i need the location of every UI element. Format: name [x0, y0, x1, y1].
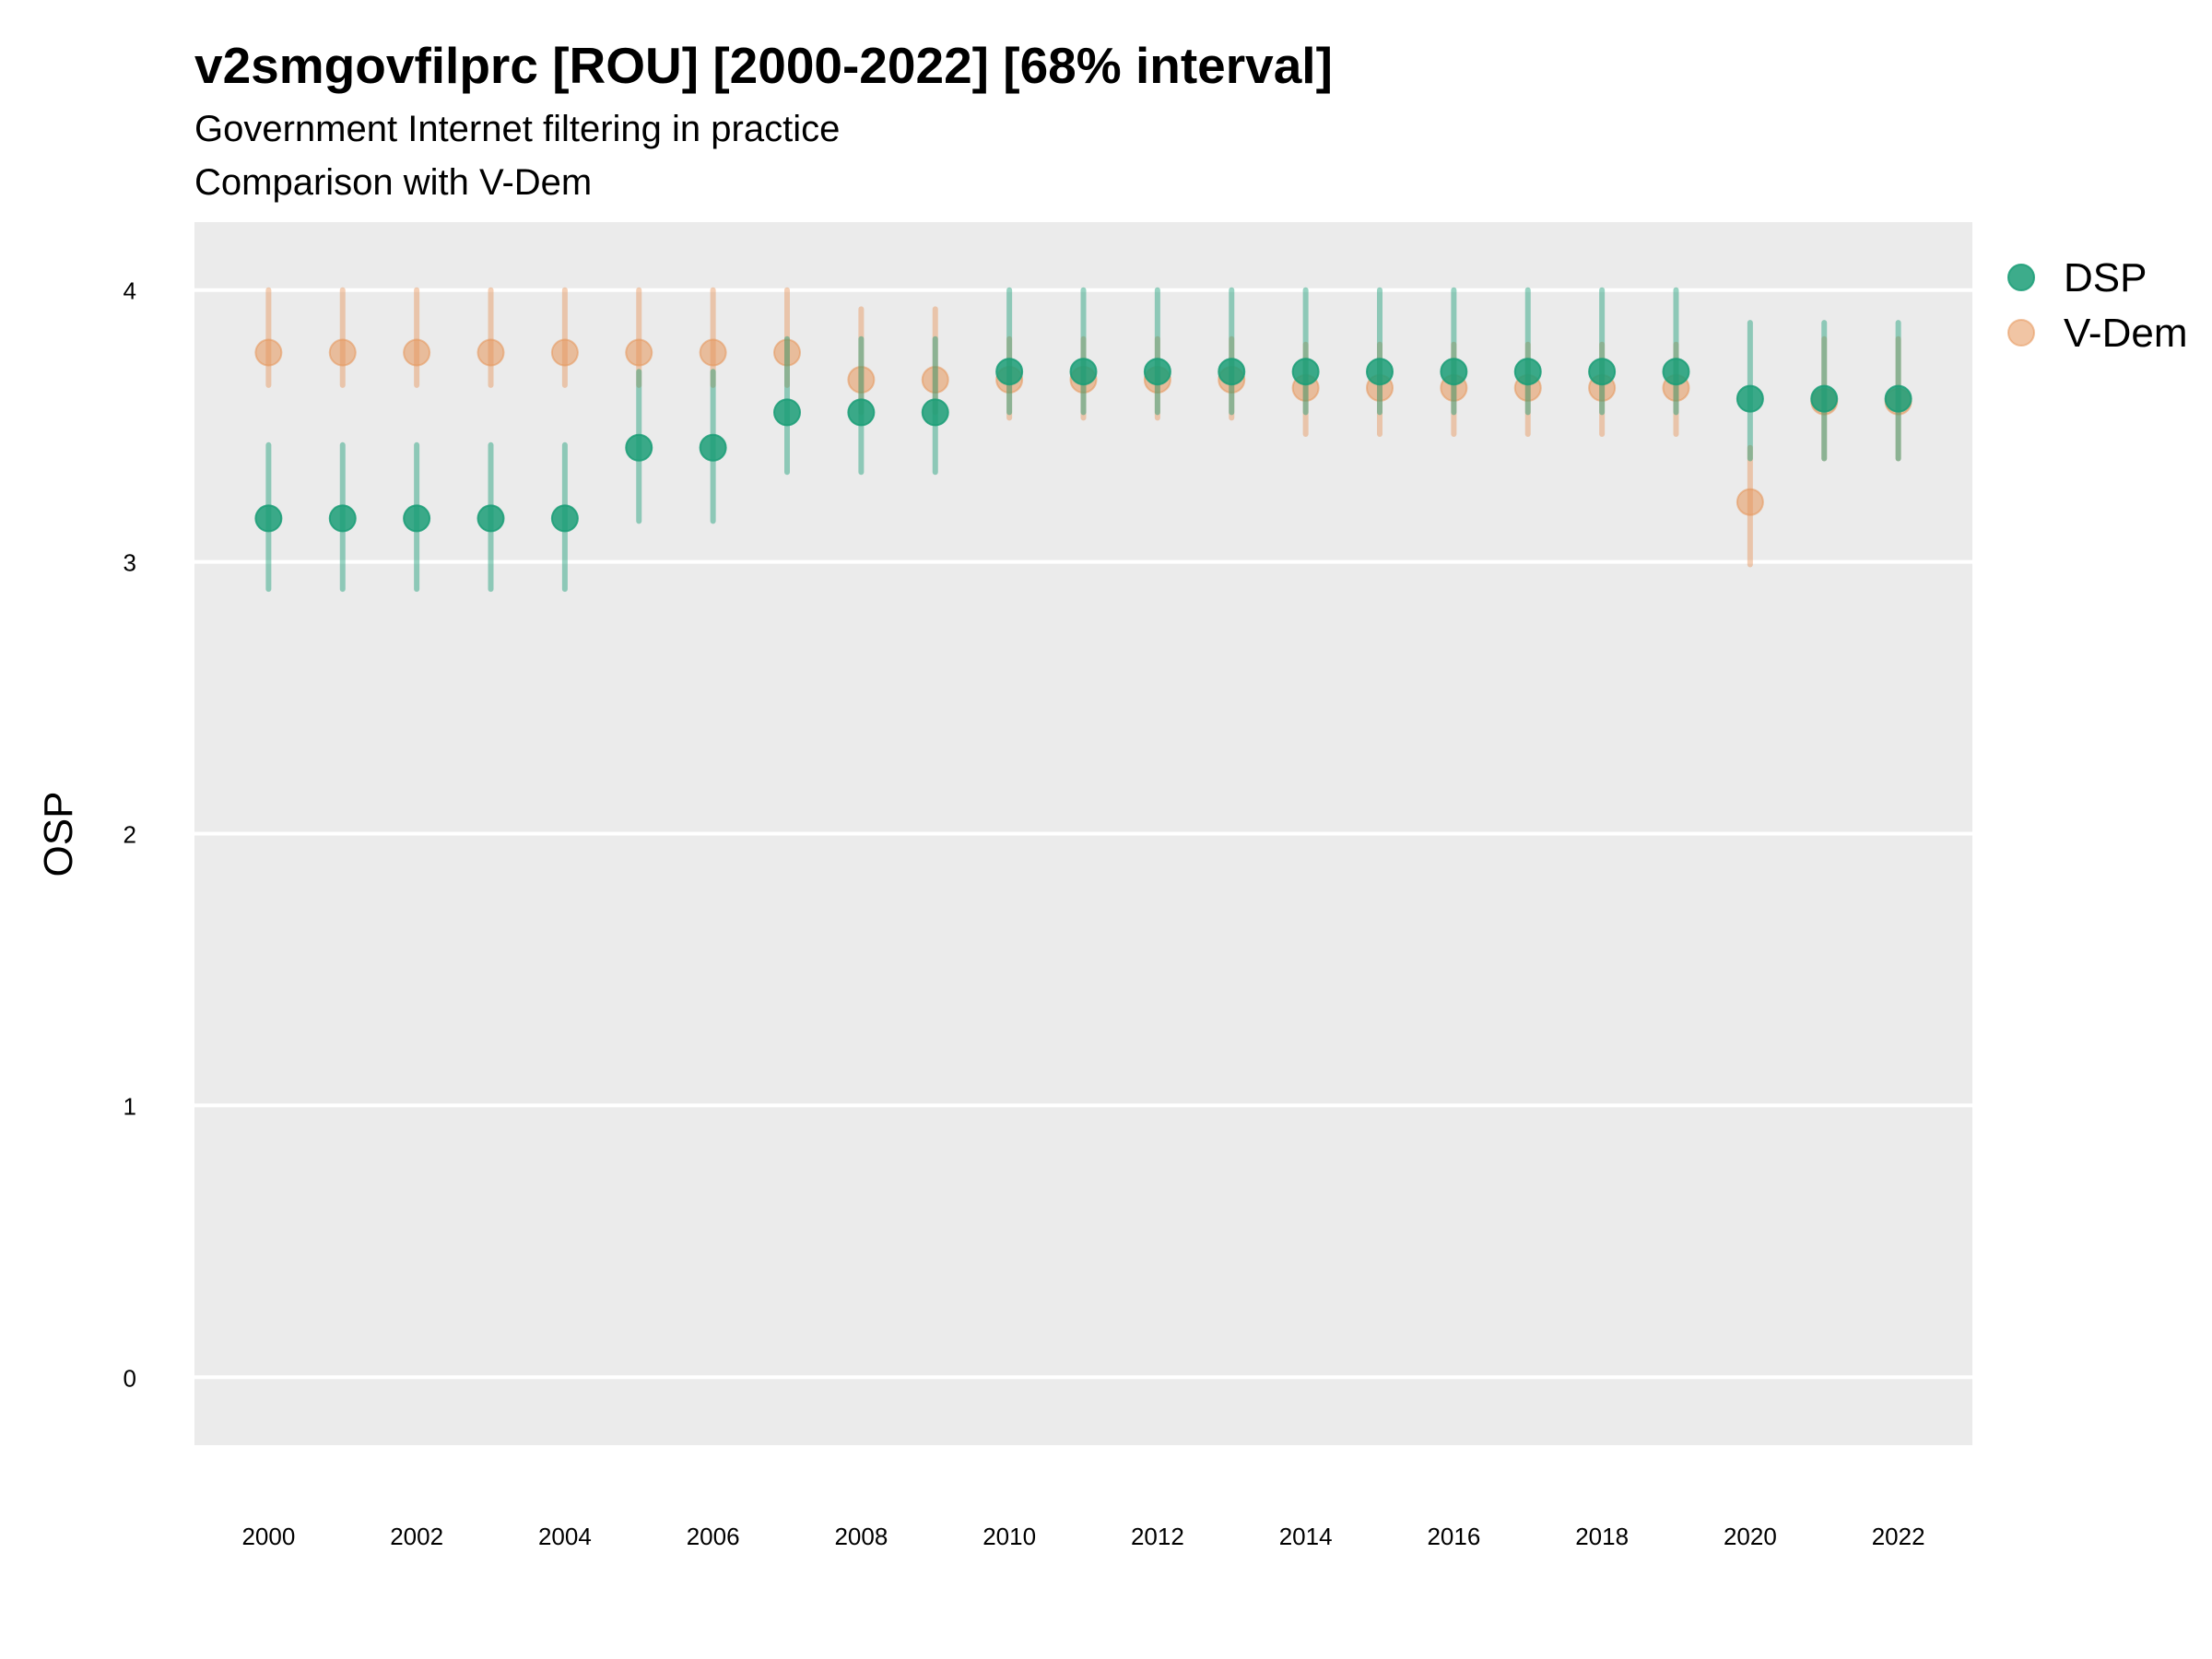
chart-subtitle: Government Internet filtering in practic… — [194, 109, 840, 149]
dsp-point — [403, 504, 431, 533]
dsp-point — [1735, 384, 1764, 413]
x-tick-label: 2008 — [834, 1523, 888, 1550]
dsp-point — [254, 504, 283, 533]
dsp-point — [328, 504, 357, 533]
dsp-point — [1143, 358, 1171, 386]
x-tick-label: 2010 — [982, 1523, 1036, 1550]
x-tick-label: 2018 — [1575, 1523, 1629, 1550]
chart-title: v2smgovfilprc [ROU] [2000-2022] [68% int… — [194, 37, 1333, 94]
v-dem-point — [254, 338, 283, 367]
dsp-point — [1810, 384, 1839, 413]
x-tick-label: 2016 — [1427, 1523, 1480, 1550]
dsp-point — [847, 398, 876, 427]
dsp-point — [1291, 358, 1320, 386]
dsp-point — [1884, 384, 1912, 413]
x-tick-label: 2012 — [1131, 1523, 1184, 1550]
legend-key-dsp — [2007, 264, 2035, 291]
v-dem-point — [625, 338, 653, 367]
y-tick-label: 1 — [124, 1092, 136, 1120]
dsp-point — [1218, 358, 1246, 386]
dsp-point — [1069, 358, 1098, 386]
x-tick-label: 2006 — [687, 1523, 740, 1550]
legend: DSP V-Dem — [2007, 255, 2187, 356]
y-tick-label: 4 — [124, 277, 136, 305]
v-dem-point — [477, 338, 505, 367]
v-dem-point — [328, 338, 357, 367]
legend-label-v-dem: V-Dem — [2064, 311, 2187, 356]
dsp-point — [1366, 358, 1394, 386]
dsp-point — [699, 433, 727, 462]
v-dem-point — [847, 366, 876, 394]
series-dsp — [254, 287, 1912, 593]
x-tick-label: 2022 — [1872, 1523, 1925, 1550]
y-axis-ticks: 0 1 2 3 4 — [124, 277, 136, 1393]
legend-label-dsp: DSP — [2064, 255, 2147, 300]
x-tick-label: 2014 — [1279, 1523, 1333, 1550]
v-dem-point — [921, 366, 949, 394]
grid-lines — [194, 288, 1972, 1380]
dsp-point — [1662, 358, 1690, 386]
dsp-point — [1440, 358, 1468, 386]
dsp-point — [477, 504, 505, 533]
dsp-point — [921, 398, 949, 427]
x-tick-label: 2004 — [538, 1523, 592, 1550]
x-axis-ticks: 2000 2002 2004 2006 2008 2010 2012 2014 2016 2018… — [241, 1523, 1924, 1550]
dsp-point — [773, 398, 801, 427]
dsp-point — [550, 504, 579, 533]
v-dem-point — [1735, 488, 1764, 516]
x-tick-label: 2002 — [390, 1523, 443, 1550]
dsp-point — [1513, 358, 1542, 386]
chart-subtitle-2: Comparison with V-Dem — [194, 162, 592, 203]
dsp-point — [995, 358, 1024, 386]
y-axis-label: OSP — [36, 792, 81, 877]
v-dem-point — [403, 338, 431, 367]
dsp-point — [1588, 358, 1617, 386]
legend-key-v-dem — [2007, 319, 2035, 347]
v-dem-point — [699, 338, 727, 367]
v-dem-point — [550, 338, 579, 367]
dsp-point — [625, 433, 653, 462]
y-tick-label: 0 — [124, 1364, 136, 1392]
x-tick-label: 2000 — [241, 1523, 295, 1550]
v-dem-point — [773, 338, 801, 367]
y-tick-label: 2 — [124, 821, 136, 849]
y-tick-label: 3 — [124, 549, 136, 577]
data-marks — [254, 287, 1912, 593]
x-tick-label: 2020 — [1724, 1523, 1777, 1550]
